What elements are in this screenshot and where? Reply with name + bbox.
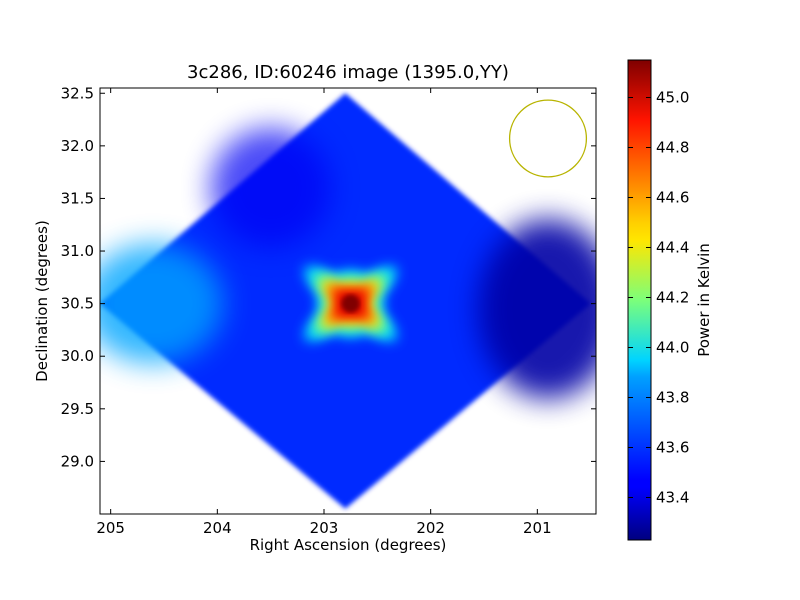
x-tick-label: 204 <box>203 519 232 537</box>
y-tick-label: 29.0 <box>61 452 94 470</box>
colorbar-tick-label: 43.4 <box>656 489 689 507</box>
colorbar-tick-label: 44.6 <box>656 189 689 207</box>
source-peak <box>341 294 360 313</box>
y-tick-label: 30.0 <box>61 347 94 365</box>
x-tick-label: 205 <box>96 519 125 537</box>
colorbar-tick-label: 43.6 <box>656 439 689 457</box>
y-tick-label: 30.5 <box>61 295 94 313</box>
y-tick-label: 29.5 <box>61 400 94 418</box>
sky-west-brightening <box>100 243 224 364</box>
sky-east-darkening <box>478 218 596 399</box>
y-tick-label: 32.0 <box>61 137 94 155</box>
x-axis-ticks: 205 204 203 202 201 <box>96 88 552 537</box>
plot-frame <box>99 87 597 515</box>
sky-north-patch <box>210 127 331 248</box>
colorbar-ticks: 43.4 43.6 43.8 44.0 44.2 44.4 44.6 44.8 45.0 <box>628 89 689 507</box>
colorbar-tick-label: 44.8 <box>656 139 689 157</box>
colorbar-tick-label: 45.0 <box>656 89 689 107</box>
chart-title: 3c286, ID:60246 image (1395.0,YY) <box>187 62 509 83</box>
x-tick-label: 203 <box>310 519 339 537</box>
y-tick-label: 31.5 <box>61 189 94 207</box>
y-axis-label: Declination (degrees) <box>33 220 51 382</box>
y-tick-label: 31.0 <box>61 242 94 260</box>
colorbar-label: Power in Kelvin <box>695 243 713 357</box>
y-axis-ticks: 29.0 29.5 30.0 30.5 31.0 31.5 32.0 32.5 <box>61 84 596 470</box>
x-tick-label: 201 <box>523 519 552 537</box>
colorbar-tick-label: 43.8 <box>656 389 689 407</box>
x-axis-label: Right Ascension (degrees) <box>250 536 447 554</box>
x-tick-label: 202 <box>416 519 445 537</box>
colorbar-tick-label: 44.2 <box>656 289 689 307</box>
colorbar <box>627 59 652 541</box>
beam-circle <box>508 99 588 178</box>
colorbar-tick-label: 44.4 <box>656 239 689 257</box>
colorbar-tick-label: 44.0 <box>656 339 689 357</box>
heatmap-image <box>100 93 596 509</box>
y-tick-label: 32.5 <box>61 84 94 102</box>
